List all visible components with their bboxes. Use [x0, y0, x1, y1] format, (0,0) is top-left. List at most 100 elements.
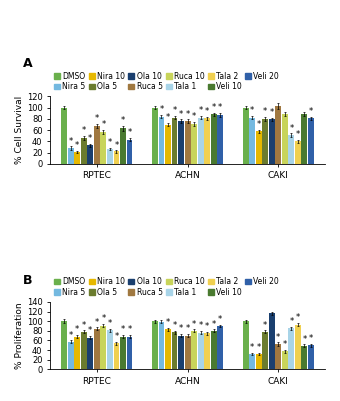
Bar [243, 107, 249, 164]
Y-axis label: % Cell Survival: % Cell Survival [15, 96, 24, 164]
Bar [94, 329, 100, 369]
Text: *: * [121, 116, 125, 126]
Text: *: * [199, 106, 203, 115]
Text: A: A [23, 57, 32, 70]
Bar [204, 333, 210, 369]
Bar [191, 124, 197, 164]
Text: *: * [82, 126, 86, 135]
Bar [302, 114, 307, 164]
Text: *: * [114, 332, 119, 341]
Legend: DMSO, Nira 5, Nira 10, Ola 5, Ola 10, Ruca 5, Ruca 10, Tala 1, Tala 2, Veli 10, : DMSO, Nira 5, Nira 10, Ola 5, Ola 10, Ru… [54, 277, 279, 297]
Text: *: * [205, 322, 209, 331]
Text: *: * [192, 112, 196, 122]
Bar [308, 345, 314, 369]
Text: *: * [192, 320, 196, 328]
Bar [114, 343, 119, 369]
Bar [68, 342, 74, 369]
Bar [308, 118, 314, 164]
Bar [81, 138, 87, 164]
Bar [262, 119, 268, 164]
Bar [185, 336, 190, 369]
Text: *: * [263, 107, 267, 116]
Bar [100, 132, 106, 164]
Text: *: * [218, 315, 222, 324]
Text: *: * [128, 325, 132, 334]
Bar [243, 321, 249, 369]
Text: *: * [185, 324, 190, 333]
Bar [178, 336, 184, 369]
Bar [158, 117, 165, 164]
Text: *: * [302, 334, 307, 344]
Text: *: * [309, 107, 313, 116]
Bar [114, 152, 119, 164]
Text: *: * [185, 109, 190, 119]
Text: *: * [114, 140, 119, 150]
Text: *: * [69, 331, 73, 340]
Bar [269, 314, 275, 369]
Text: *: * [121, 325, 125, 334]
Bar [126, 336, 133, 369]
Bar [249, 354, 255, 369]
Bar [198, 333, 204, 369]
Bar [211, 114, 217, 164]
Text: *: * [289, 124, 293, 133]
Bar [191, 331, 197, 369]
Text: *: * [75, 325, 80, 334]
Bar [158, 322, 165, 369]
Text: *: * [159, 105, 164, 114]
Text: *: * [283, 340, 287, 349]
Text: *: * [88, 326, 92, 335]
Bar [256, 131, 262, 164]
Text: *: * [296, 313, 300, 322]
Text: *: * [289, 317, 293, 326]
Bar [178, 121, 184, 164]
Bar [94, 126, 100, 164]
Text: *: * [309, 334, 313, 343]
Bar [249, 118, 255, 164]
Bar [269, 119, 275, 164]
Text: *: * [82, 320, 86, 330]
Bar [100, 326, 106, 369]
Text: *: * [108, 138, 112, 147]
Bar [275, 344, 281, 369]
Bar [275, 106, 281, 164]
Text: *: * [276, 332, 280, 342]
Bar [211, 331, 217, 369]
Bar [256, 354, 262, 369]
Text: B: B [23, 273, 32, 287]
Text: *: * [211, 320, 216, 328]
Bar [107, 330, 113, 369]
Bar [217, 326, 223, 369]
Bar [87, 338, 93, 369]
Text: *: * [199, 322, 203, 330]
Bar [302, 346, 307, 369]
Bar [74, 152, 80, 164]
Bar [262, 332, 268, 369]
Text: *: * [250, 343, 254, 352]
Bar [74, 336, 80, 369]
Bar [152, 321, 158, 369]
Bar [68, 148, 74, 164]
Bar [282, 351, 288, 369]
Bar [81, 332, 87, 369]
Text: *: * [88, 134, 92, 143]
Text: *: * [95, 114, 99, 123]
Text: *: * [211, 103, 216, 112]
Text: *: * [101, 120, 105, 129]
Text: *: * [172, 106, 177, 115]
Bar [185, 121, 190, 164]
Bar [87, 145, 93, 164]
Bar [204, 118, 210, 164]
Bar [107, 149, 113, 164]
Text: *: * [166, 318, 170, 327]
Bar [295, 142, 301, 164]
Bar [165, 329, 171, 369]
Bar [61, 107, 67, 164]
Text: *: * [95, 318, 99, 327]
Text: *: * [270, 108, 274, 117]
Bar [61, 321, 67, 369]
Bar [172, 332, 177, 369]
Bar [172, 118, 177, 164]
Text: *: * [179, 324, 183, 333]
Text: *: * [166, 113, 170, 122]
